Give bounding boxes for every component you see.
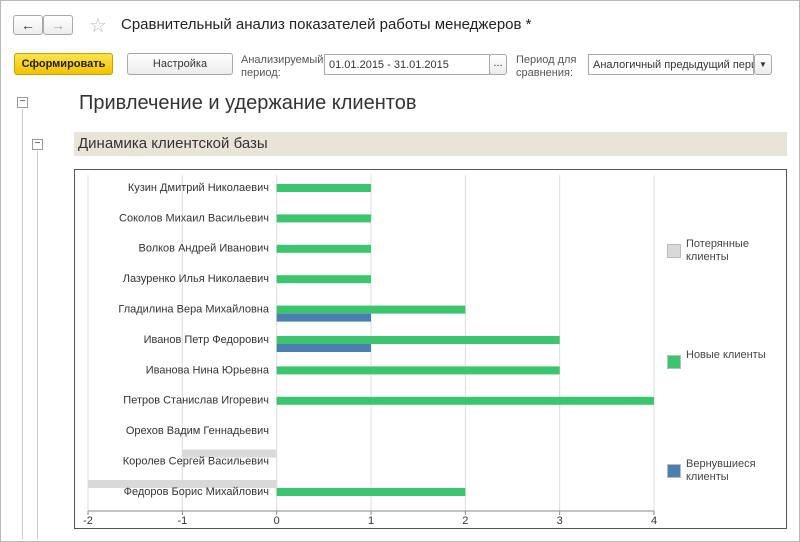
bar (276, 313, 371, 322)
legend-swatch (667, 464, 681, 478)
bar (276, 344, 371, 352)
bar (276, 305, 466, 314)
chart-frame (74, 169, 787, 529)
generate-button[interactable]: Сформировать (14, 53, 113, 75)
x-tick-label: 1 (368, 515, 374, 527)
settings-button[interactable]: Настройка (127, 53, 233, 75)
x-tick-label: 2 (462, 515, 468, 527)
bar (276, 336, 560, 344)
y-tick-label: Королев Сергей Васильевич (123, 456, 269, 468)
bar (276, 396, 654, 405)
legend-label: Новые клиенты (686, 349, 766, 361)
y-tick-label: Соколов Михаил Васильевич (119, 212, 269, 224)
legend-swatch (667, 244, 681, 258)
y-tick-label: Лазуренко Илья Николаевич (123, 273, 269, 285)
bar (276, 488, 466, 496)
bar (276, 184, 371, 192)
x-tick-label: 0 (274, 515, 280, 527)
bar (276, 244, 371, 253)
period-select-button[interactable]: ... (489, 54, 507, 75)
compare-label: Период для сравнения: (516, 54, 577, 79)
favorite-star[interactable]: ☆ (89, 15, 107, 37)
y-tick-label: Кузин Дмитрий Николаевич (128, 182, 269, 194)
legend-label: Вернувшиеся клиенты (686, 458, 756, 483)
legend-swatch (667, 355, 681, 369)
window-title: Сравнительный анализ показателей работы … (121, 16, 532, 33)
collapse-toggle[interactable]: − (32, 139, 43, 150)
forward-button[interactable]: → (43, 15, 73, 35)
bar (276, 366, 560, 375)
y-tick-label: Волков Андрей Иванович (138, 243, 269, 255)
tree-line (37, 151, 38, 539)
tree-line (22, 109, 23, 539)
y-tick-label: Орехов Вадим Геннадьевич (126, 425, 269, 437)
y-tick-label: Иванов Петр Федорович (144, 334, 269, 346)
period-label: Анализируемый период: (241, 54, 324, 79)
x-tick-label: -2 (83, 515, 93, 527)
report-heading: Привлечение и удержание клиентов (79, 92, 417, 114)
compare-dropdown[interactable]: ▼ (754, 54, 772, 75)
bar (182, 449, 277, 458)
x-tick-label: -1 (177, 515, 187, 527)
legend-label: Потерянные клиенты (686, 238, 749, 263)
y-tick-label: Петров Станислав Игоревич (123, 395, 269, 407)
y-tick-label: Федоров Борис Михайлович (124, 486, 269, 498)
period-input[interactable]: 01.01.2015 - 31.01.2015 (324, 54, 490, 75)
back-button[interactable]: ← (13, 15, 43, 35)
y-tick-label: Гладилина Вера Михайловна (118, 304, 270, 316)
y-tick-label: Иванова Нина Юрьевна (146, 364, 270, 376)
bar (276, 275, 371, 284)
collapse-toggle[interactable]: − (17, 97, 28, 108)
compare-select[interactable]: Аналогичный предыдущий пери (588, 54, 754, 75)
bar (276, 214, 371, 223)
x-tick-label: 3 (557, 515, 563, 527)
section-header: Динамика клиентской базы (74, 132, 787, 156)
x-tick-label: 4 (651, 515, 657, 527)
bar (88, 480, 277, 488)
